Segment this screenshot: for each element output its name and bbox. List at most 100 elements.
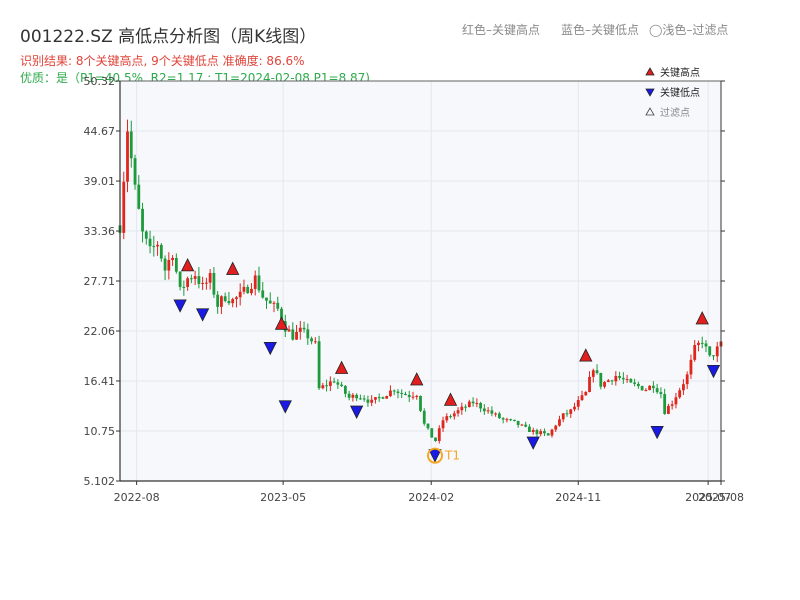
candle-body xyxy=(667,405,670,414)
candle-body xyxy=(422,410,426,424)
candle-body xyxy=(546,433,550,436)
y-tick-label: 10.75 xyxy=(84,425,116,438)
key-high-marker xyxy=(410,372,424,386)
candle-body xyxy=(651,385,655,389)
candle-body xyxy=(235,297,238,300)
candle-body xyxy=(426,423,430,429)
candle-body xyxy=(351,394,355,398)
candle-body xyxy=(700,342,704,344)
candle-body xyxy=(558,419,561,426)
candle-body xyxy=(554,425,558,430)
candle-body xyxy=(268,300,272,304)
candle-body xyxy=(242,286,246,292)
key-high-marker xyxy=(443,392,458,406)
candle-body xyxy=(174,257,178,272)
key-low-marker xyxy=(195,308,210,322)
candle-body xyxy=(599,372,603,387)
candle-body xyxy=(509,419,513,421)
candle-body xyxy=(588,376,591,392)
key-high-marker xyxy=(334,360,349,374)
candle-body xyxy=(204,282,208,284)
legend-red-text: 红色–关键高点 xyxy=(462,23,541,37)
candle-body xyxy=(389,390,392,397)
candle-body xyxy=(171,257,174,260)
candle-body xyxy=(712,355,715,357)
candle-body xyxy=(539,431,543,435)
candle-body xyxy=(265,297,268,301)
candle-body xyxy=(377,397,381,399)
legend-blue-text: 蓝色–关键低点 xyxy=(561,23,640,37)
y-tick-label: 44.67 xyxy=(84,125,116,138)
candle-body xyxy=(543,431,546,434)
x-tick-label: 2022-08 xyxy=(114,491,160,504)
candle-body xyxy=(648,385,652,391)
x-tick-label: 2025-08 xyxy=(698,491,744,504)
candle-body xyxy=(655,388,659,393)
candle-body xyxy=(328,381,332,386)
legend-marker xyxy=(645,88,655,97)
candle-body xyxy=(261,290,265,298)
candle-body xyxy=(524,424,528,427)
candle-body xyxy=(434,437,437,441)
candle-body xyxy=(208,272,212,283)
candle-body xyxy=(126,131,129,182)
candle-body xyxy=(193,276,197,279)
candle-body xyxy=(494,413,498,415)
y-tick-label: 27.71 xyxy=(84,275,116,288)
key-low-marker xyxy=(706,364,721,379)
y-tick-label: 33.36 xyxy=(84,225,116,238)
candle-body xyxy=(479,403,482,409)
candle-body xyxy=(216,294,220,307)
candle-body xyxy=(359,398,362,400)
candle-body xyxy=(381,397,385,399)
y-tick-label: 22.06 xyxy=(84,325,116,338)
candle-body xyxy=(227,300,231,304)
key-high-marker xyxy=(180,258,195,272)
candle-body xyxy=(452,413,456,417)
candle-body xyxy=(404,393,407,396)
candle-body xyxy=(321,385,325,389)
candle-body xyxy=(122,181,126,233)
key-high-marker xyxy=(226,261,240,275)
candle-body xyxy=(362,398,366,400)
x-tick-label: 2023-05 xyxy=(260,491,306,504)
candle-body xyxy=(246,286,250,294)
x-tick-label: 2024-11 xyxy=(555,491,601,504)
candle-body xyxy=(201,282,205,284)
candle-body xyxy=(591,370,595,377)
legend-label: 过滤点 xyxy=(660,106,690,119)
candle-body xyxy=(576,400,580,407)
result-summary: 识别结果: 8个关键高点, 9个关键低点 准确度: 86.6% xyxy=(20,54,305,68)
candle-body xyxy=(486,410,490,412)
candle-body xyxy=(298,327,302,332)
key-low-marker xyxy=(173,299,187,313)
candle-body xyxy=(186,278,190,287)
candle-body xyxy=(325,385,328,387)
candle-body xyxy=(223,296,227,301)
candle-body xyxy=(535,430,539,435)
candle-body xyxy=(482,408,486,412)
candle-body xyxy=(392,390,396,392)
candle-body xyxy=(644,390,648,392)
candle-body xyxy=(400,392,404,394)
candle-body xyxy=(189,278,193,280)
chart-title: 001222.SZ 高低点分析图（周K线图） xyxy=(20,27,317,47)
candle-body xyxy=(231,299,235,304)
candle-body xyxy=(528,426,531,432)
key-low-marker xyxy=(263,341,277,356)
candle-body xyxy=(565,413,569,415)
candle-body xyxy=(513,419,516,421)
y-tick-label: 16.41 xyxy=(84,375,116,388)
candle-body xyxy=(272,302,276,304)
key-high-marker xyxy=(695,311,709,325)
candle-body xyxy=(178,271,182,287)
candle-body xyxy=(621,377,625,380)
candle-body xyxy=(659,392,663,395)
candle-body xyxy=(197,276,201,284)
legend-label: 关键低点 xyxy=(660,86,700,99)
candle-body xyxy=(689,359,693,375)
candle-body xyxy=(640,386,644,391)
candle-body xyxy=(220,296,223,307)
candle-body xyxy=(550,429,554,436)
